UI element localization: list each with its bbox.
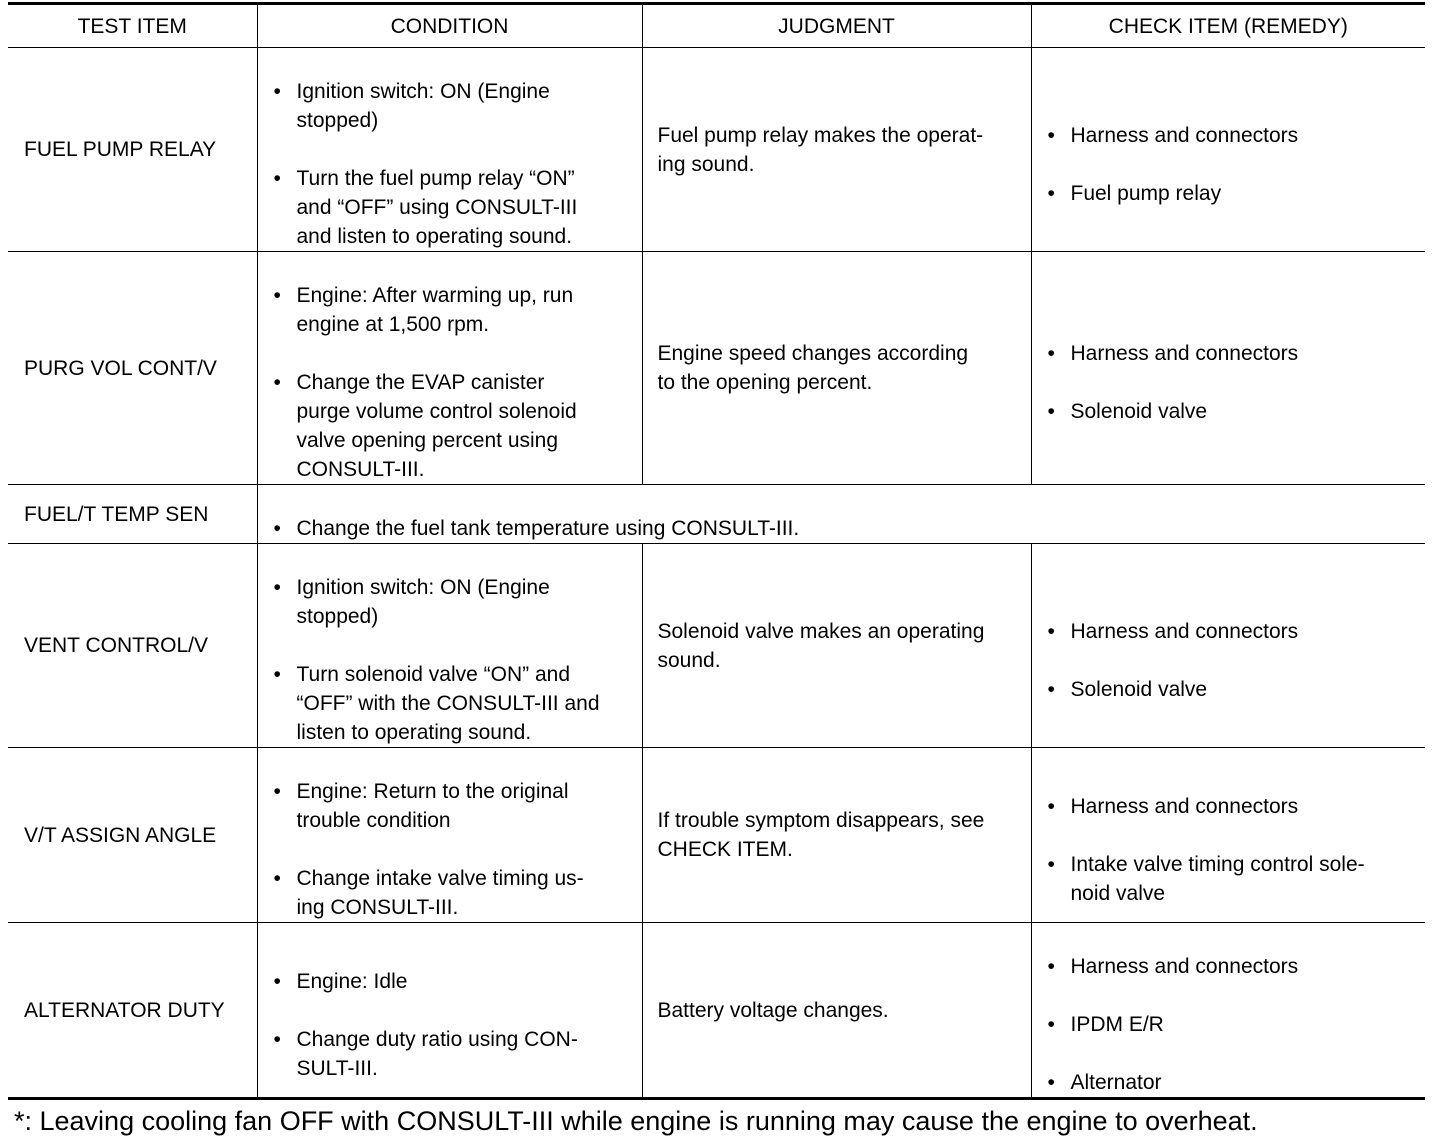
condition-cell: Engine: Idle Change duty ratio using CON… bbox=[256, 922, 643, 1100]
header-condition: CONDITION bbox=[256, 2, 643, 48]
check-bullet: Alternator bbox=[1032, 1068, 1426, 1097]
table-row: V/T ASSIGN ANGLE Engine: Return to the o… bbox=[8, 747, 1426, 923]
condition-bullet: Ignition switch: ON (Engine stopped) bbox=[258, 77, 642, 135]
condition-bullet: Change the fuel tank temperature using C… bbox=[258, 514, 1426, 543]
footnote: *: Leaving cooling fan OFF with CONSULT-… bbox=[14, 1106, 1258, 1136]
check-bullet: Harness and connectors bbox=[1032, 792, 1426, 821]
check-bullet: IPDM E/R bbox=[1032, 1010, 1426, 1039]
condition-bullet: Turn solenoid valve “ON” and “OFF” with … bbox=[258, 660, 642, 747]
condition-bullet: Engine: After warming up, run engine at … bbox=[258, 281, 642, 339]
judgment-cell: If trouble symptom disappears, see CHECK… bbox=[641, 747, 1032, 923]
check-cell: Harness and connectors Solenoid valve bbox=[1030, 251, 1426, 485]
check-bullet: Fuel pump relay bbox=[1032, 179, 1426, 208]
test-item: PURG VOL CONT/V bbox=[8, 251, 258, 485]
table-row: VENT CONTROL/V Ignition switch: ON (Engi… bbox=[8, 543, 1426, 748]
check-cell: Harness and connectors Fuel pump relay bbox=[1030, 47, 1426, 252]
condition-bullet: Ignition switch: ON (Engine stopped) bbox=[258, 573, 642, 631]
check-bullet: Harness and connectors bbox=[1032, 617, 1426, 646]
judgment-cell: Solenoid valve makes an operating sound. bbox=[641, 543, 1032, 748]
condition-bullet: Turn the fuel pump relay “ON” and “OFF” … bbox=[258, 164, 642, 251]
check-bullet: Solenoid valve bbox=[1032, 397, 1426, 426]
condition-cell: Change the fuel tank temperature using C… bbox=[256, 484, 1426, 544]
test-item: FUEL/T TEMP SEN bbox=[8, 484, 258, 544]
judgment-cell: Engine speed changes according to the op… bbox=[641, 251, 1032, 485]
condition-bullet: Change intake valve timing us- ing CONSU… bbox=[258, 864, 642, 922]
test-item: FUEL PUMP RELAY bbox=[8, 47, 258, 252]
check-cell: Harness and connectors Solenoid valve bbox=[1030, 543, 1426, 748]
table-row: ALTERNATOR DUTY Engine: Idle Change duty… bbox=[8, 922, 1426, 1100]
check-bullet: Harness and connectors bbox=[1032, 121, 1426, 150]
condition-bullet: Engine: Return to the original trouble c… bbox=[258, 777, 642, 835]
condition-cell: Engine: After warming up, run engine at … bbox=[256, 251, 643, 485]
table-row: FUEL PUMP RELAY Ignition switch: ON (Eng… bbox=[8, 47, 1426, 252]
test-item: VENT CONTROL/V bbox=[8, 543, 258, 748]
judgment-cell: Battery voltage changes. bbox=[641, 922, 1032, 1100]
test-item-table: TEST ITEM CONDITION JUDGMENT CHECK ITEM … bbox=[8, 2, 1425, 1100]
table-header-row: TEST ITEM CONDITION JUDGMENT CHECK ITEM … bbox=[8, 2, 1425, 48]
check-bullet: Solenoid valve bbox=[1032, 675, 1426, 704]
header-check-item: CHECK ITEM (REMEDY) bbox=[1030, 2, 1425, 48]
condition-cell: Engine: Return to the original trouble c… bbox=[256, 747, 643, 923]
judgment-cell: Fuel pump relay makes the operat- ing so… bbox=[641, 47, 1032, 252]
condition-bullet: Change duty ratio using CON- SULT-III. bbox=[258, 1025, 642, 1083]
test-item: ALTERNATOR DUTY bbox=[8, 922, 258, 1100]
table-row: PURG VOL CONT/V Engine: After warming up… bbox=[8, 251, 1426, 485]
check-bullet: Harness and connectors bbox=[1032, 339, 1426, 368]
header-judgment: JUDGMENT bbox=[641, 2, 1032, 48]
condition-cell: Ignition switch: ON (Engine stopped) Tur… bbox=[256, 543, 643, 748]
check-cell: Harness and connectors Intake valve timi… bbox=[1030, 747, 1426, 923]
condition-bullet: Engine: Idle bbox=[258, 967, 642, 996]
condition-bullet: Change the EVAP canister purge volume co… bbox=[258, 368, 642, 484]
check-cell: Harness and connectors IPDM E/R Alternat… bbox=[1030, 922, 1426, 1100]
header-test-item: TEST ITEM bbox=[8, 2, 258, 48]
check-bullet: Intake valve timing control sole- noid v… bbox=[1032, 850, 1426, 908]
table-row: FUEL/T TEMP SEN Change the fuel tank tem… bbox=[8, 484, 1426, 544]
test-item: V/T ASSIGN ANGLE bbox=[8, 747, 258, 923]
condition-cell: Ignition switch: ON (Engine stopped) Tur… bbox=[256, 47, 643, 252]
check-bullet: Harness and connectors bbox=[1032, 952, 1426, 981]
